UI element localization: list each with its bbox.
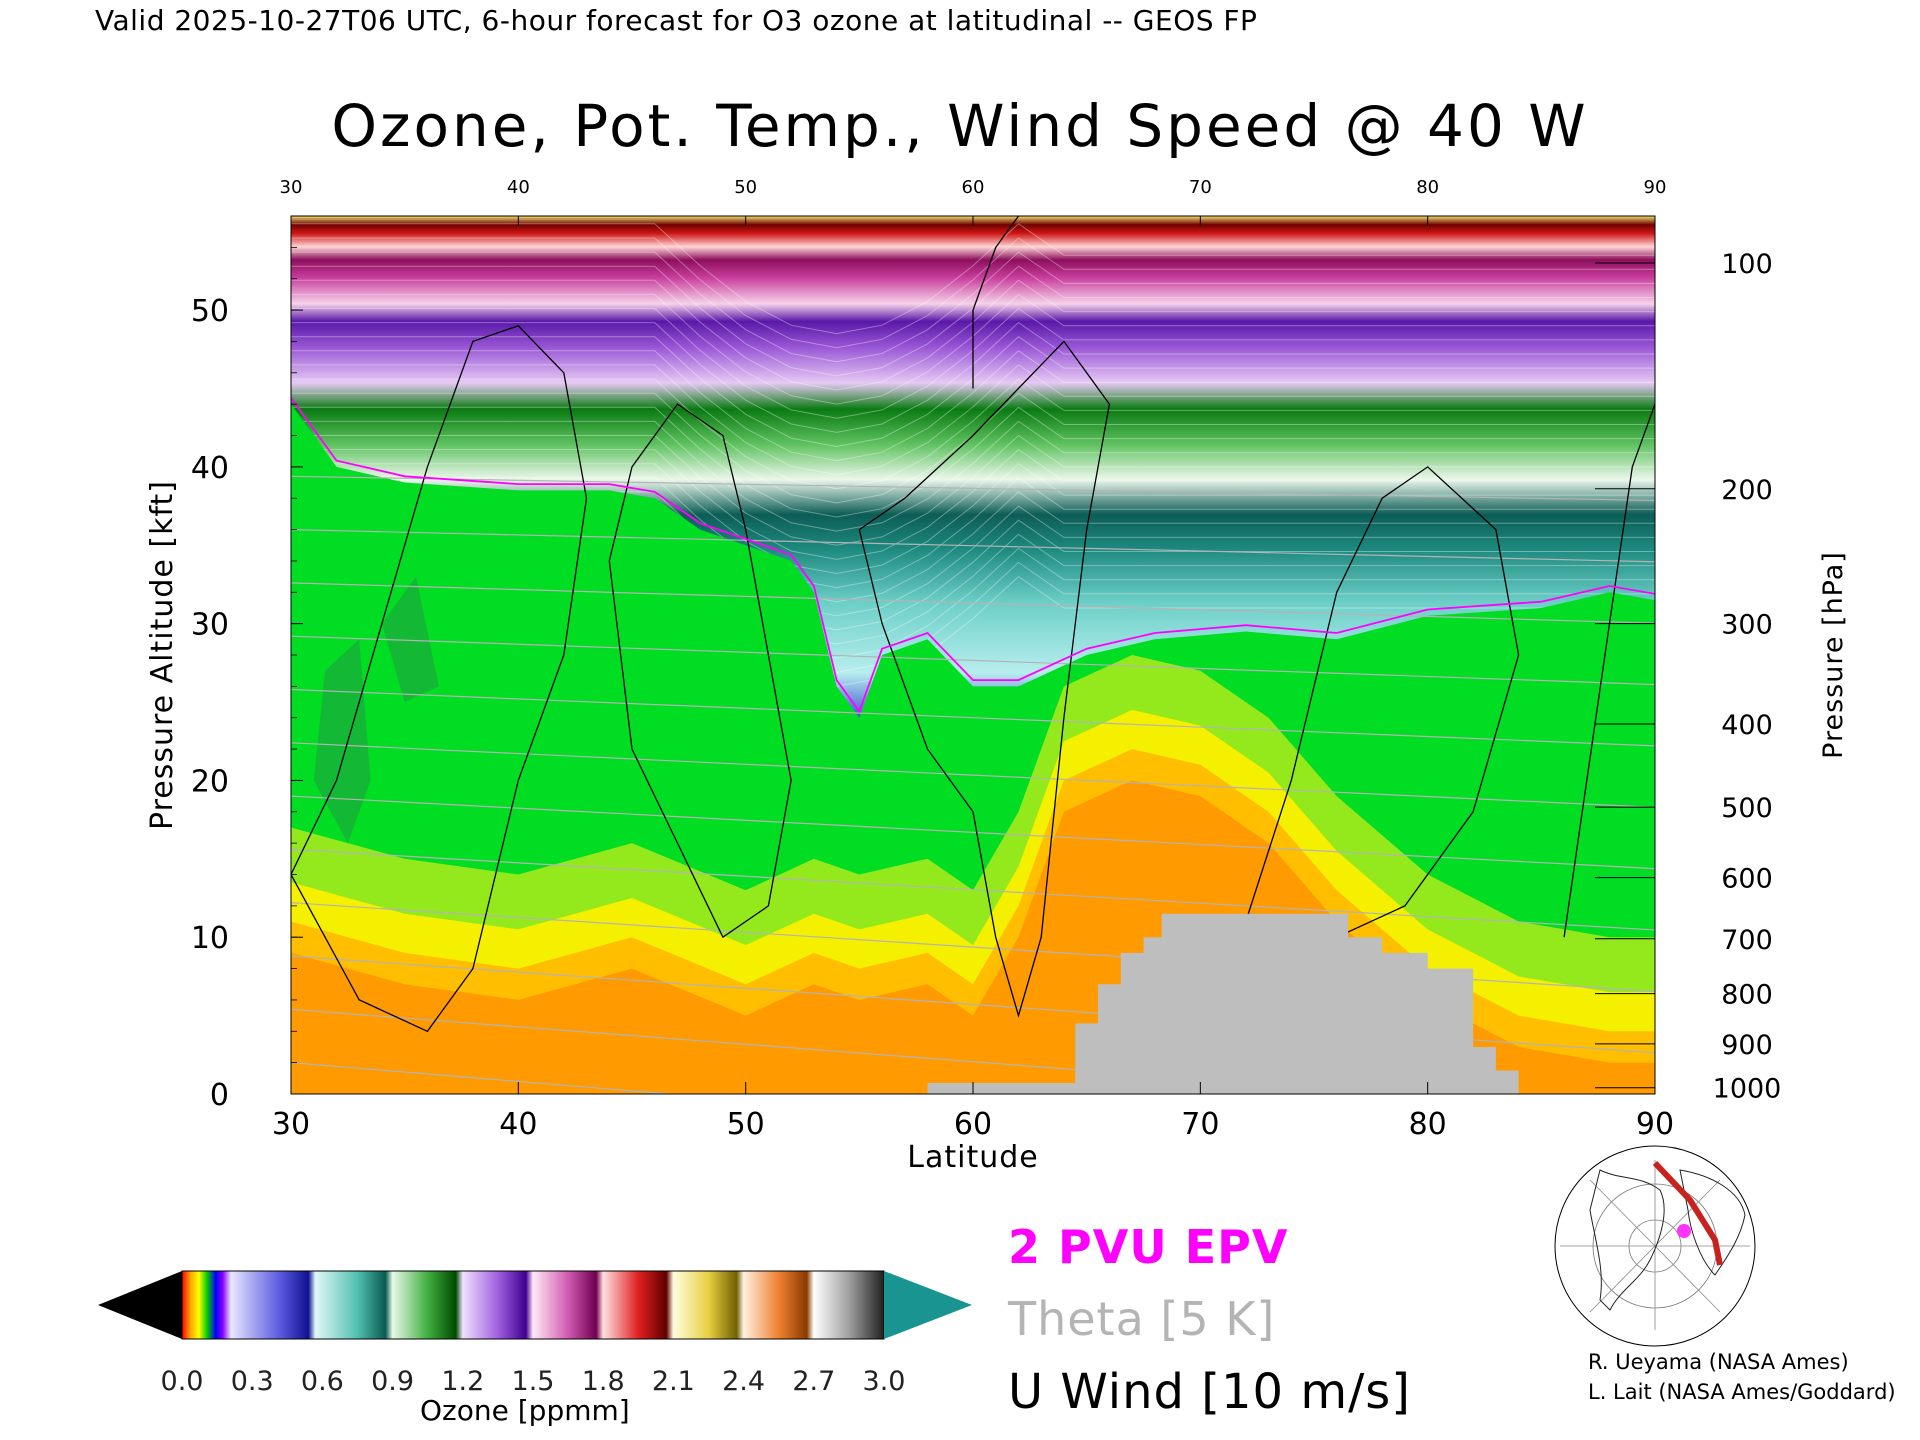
theta-contour-line [291,635,1655,686]
credit-line-1: R. Ueyama (NASA Ames) [1588,1350,1849,1374]
theta-contour-line [291,1062,678,1094]
x-top-tick-label: 50 [734,177,757,198]
map-meridians [1560,1160,1750,1330]
theta-contour-line [291,742,1655,808]
x-axis-bottom: 30 40 50 60 70 80 90 [272,1082,1674,1142]
chart-title: Ozone, Pot. Temp., Wind Speed @ 40 W [331,92,1589,160]
wind-contour-line [608,403,792,939]
pressure-tick-label: 100 [1721,249,1773,280]
wind-contour-line [291,325,588,1033]
y-tick-label: 0 [210,1078,229,1113]
theta-streak-line [291,378,1655,490]
pressure-tick-label: 600 [1721,864,1773,895]
y-tick-label: 50 [191,294,229,329]
colorbar-ticks: 0.0 0.3 0.6 0.9 1.2 1.5 1.8 2.1 2.4 2.7 3.0 [161,1366,906,1397]
troposphere-dark-patch [313,576,439,844]
legend-wind: U Wind [10 m/s] [1008,1364,1412,1420]
ozone-colorbar: 0.0 0.3 0.6 0.9 1.2 1.5 1.8 2.1 2.4 2.7 3.0 [98,1270,972,1397]
valid-time-header: Valid 2025-10-27T06 UTC, 6-hour forecast… [95,4,1258,37]
x-tick-label: 90 [1636,1107,1674,1142]
location-map-inset [1554,1145,1756,1347]
theta-contour-line [291,1008,1401,1094]
pressure-tick-label: 500 [1721,793,1773,824]
theta-contour-line [291,848,1655,931]
pressure-tick-label: 400 [1721,710,1773,741]
colorbar-tick-label: 3.0 [863,1366,906,1397]
x-top-tick-label: 90 [1644,177,1667,198]
theta-streak-line [291,251,1655,363]
colorbar-under-arrow [98,1271,182,1339]
wind-contour-line [1245,466,1520,938]
x-tick-label: 40 [499,1107,537,1142]
colorbar-over-arrow [884,1271,972,1339]
minor-ticks [291,246,297,1064]
colorbar-tick-label: 1.8 [582,1366,625,1397]
legend-epv: 2 PVU EPV [1008,1220,1289,1274]
wind-contour-line [858,340,1111,1018]
pressure-tick-label: 1000 [1713,1074,1782,1105]
y-tick-label: 30 [191,608,229,643]
x-top-tick-label: 70 [1189,177,1212,198]
wind-contours [291,216,1655,1033]
pressure-tick-label: 700 [1721,925,1773,956]
y-axis-label: Pressure Altitude [kft] [145,480,180,830]
y2-axis-label: Pressure [hPa] [1818,551,1849,759]
theta-contour-line [291,688,1655,747]
theta-streak-line [291,406,1655,518]
x-axis-label: Latitude [907,1140,1038,1175]
colorbar-tick-label: 1.2 [441,1366,484,1397]
x-tick-label: 80 [1409,1107,1447,1142]
legend-theta: Theta [5 K] [1008,1292,1276,1346]
colorbar-label: Ozone [ppmm] [420,1394,630,1427]
theta-streak-line [291,350,1655,462]
y-tick-label: 10 [191,921,229,956]
y-tick-label: 40 [191,451,229,486]
pressure-tick-label: 200 [1721,475,1773,506]
y-axis-right-pressure: 100 200 300 400 500 600 700 800 900 1000 [1595,249,1781,1105]
y-tick-label: 20 [191,764,229,799]
theta-streak-line [291,463,1655,575]
x-top-tick-label: 30 [280,177,303,198]
colorbar-tick-label: 0.0 [161,1366,204,1397]
colorbar-tick-label: 0.9 [371,1366,414,1397]
epv-2pvu-contour [291,397,1655,714]
theta-streak-line [291,477,1655,589]
theta-streak-line [291,420,1655,532]
colorbar-tick-label: 2.7 [792,1366,835,1397]
x-top-tick-label: 40 [507,177,530,198]
colorbar-tick-label: 2.1 [652,1366,695,1397]
ozone-field [291,216,1655,1094]
theta-streak-line [291,364,1655,476]
map-cross-section-track [1652,1160,1723,1266]
theta-contours [291,475,1655,1094]
terrain-mask [927,913,1519,1094]
colorbar-gradient [181,1270,885,1340]
theta-contour-line [291,475,1655,502]
map-point-marker [1677,1224,1691,1238]
theta-streak-line [291,237,1655,349]
theta-streak-line [291,448,1655,560]
x-tick-label: 70 [1181,1107,1219,1142]
x-axis-top: 30 40 50 60 70 80 90 [280,177,1667,226]
credit-line-2: L. Lait (NASA Ames/Goddard) [1588,1380,1896,1404]
map-coastlines [1589,1169,1746,1311]
x-tick-label: 30 [272,1107,310,1142]
pressure-tick-label: 800 [1721,980,1773,1011]
pressure-tick-label: 300 [1721,610,1773,641]
x-top-tick-label: 80 [1416,177,1439,198]
wind-contour-line [972,216,1020,389]
y-axis-left: 0 10 20 30 40 50 [191,294,303,1113]
pressure-tick-label: 900 [1721,1030,1773,1061]
colorbar-tick-label: 1.5 [512,1366,555,1397]
colorbar-tick-label: 0.6 [301,1366,344,1397]
x-tick-label: 50 [727,1107,765,1142]
colorbar-tick-label: 2.4 [722,1366,765,1397]
theta-contour-line [291,582,1655,624]
colorbar-tick-label: 0.3 [231,1366,274,1397]
theta-contour-line [291,795,1655,870]
x-top-tick-label: 60 [962,177,985,198]
theta-contour-line [291,529,1655,563]
x-tick-label: 60 [954,1107,992,1142]
